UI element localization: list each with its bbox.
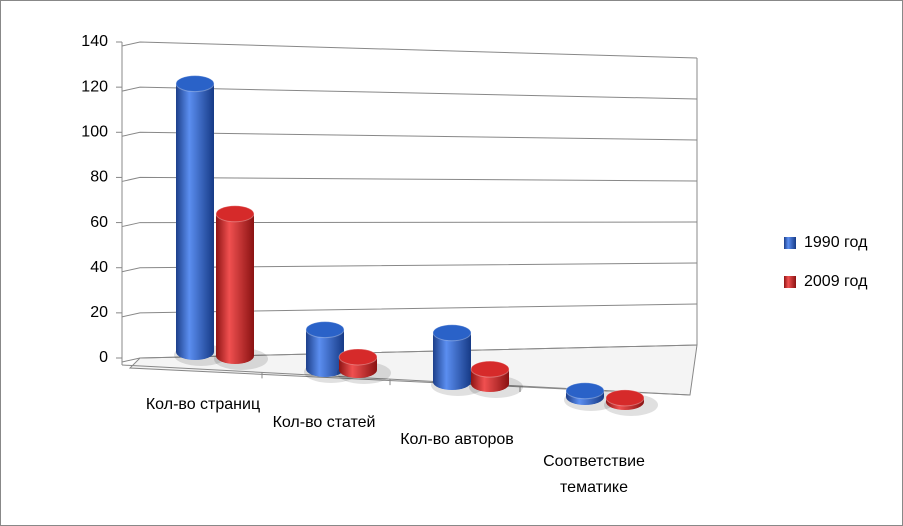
y-tick-label: 20 [90, 304, 108, 321]
cylinder [433, 332, 471, 390]
legend-swatch [784, 276, 796, 288]
grid-line [121, 41, 698, 59]
cylinder-top [338, 348, 378, 366]
grid-line [121, 221, 698, 228]
y-tick-label: 140 [81, 33, 108, 50]
cylinder-top [215, 205, 255, 223]
grid-line [121, 176, 698, 182]
grid-line [121, 131, 698, 141]
x-tick-label: Соответствие тематике [543, 453, 645, 496]
cylinder [216, 213, 254, 364]
cylinder-top [470, 360, 510, 378]
y-tick-label: 120 [81, 78, 108, 95]
cylinder-top [432, 324, 472, 342]
x-tick-label: Кол-во статей [272, 414, 376, 431]
x-tick-label: Кол-во страниц [145, 396, 261, 413]
legend-swatch [784, 237, 796, 249]
y-tick-label: 80 [90, 169, 108, 186]
cylinder-top [605, 389, 645, 407]
grid-line [121, 303, 698, 318]
grid-line [121, 262, 698, 273]
grid-line [121, 344, 698, 363]
grid-line [121, 86, 698, 100]
y-tick-label: 0 [99, 349, 108, 366]
cylinder-top [175, 75, 215, 93]
cylinder-top [305, 321, 345, 339]
legend-label: 1990 год [804, 234, 868, 251]
legend-label: 2009 год [804, 273, 868, 290]
cylinder-top [565, 382, 605, 400]
y-tick-label: 100 [81, 124, 108, 141]
x-tick-label: Кол-во авторов [400, 431, 514, 448]
y-tick-label: 60 [90, 214, 108, 231]
cylinder [306, 329, 344, 377]
y-tick-label: 40 [90, 259, 108, 276]
cylinder [176, 83, 214, 360]
